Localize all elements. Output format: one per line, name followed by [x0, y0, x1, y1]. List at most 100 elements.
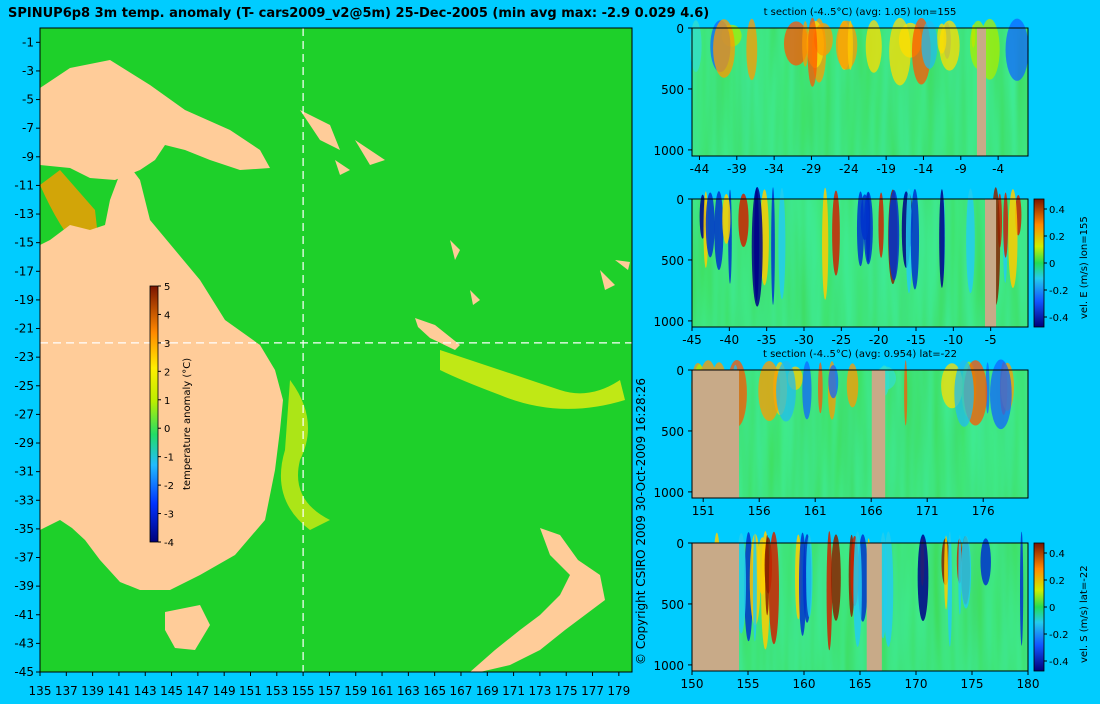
map-x-tick-label: 153	[265, 684, 288, 698]
map-x-tick-label: 159	[344, 684, 367, 698]
colorbar-tick-label: -1	[164, 453, 174, 464]
section-x-tick-label: -10	[944, 333, 964, 347]
section-x-tick-label: -40	[720, 333, 740, 347]
section-land	[692, 543, 740, 671]
map-y-tick-label: -37	[14, 551, 34, 565]
velocity-colorbar-label: vel. E (m/s) lon=155	[1079, 216, 1090, 319]
map-x-tick-label: 167	[450, 684, 473, 698]
colorbar-tick-label: -2	[164, 481, 174, 492]
section-feature	[1019, 531, 1024, 646]
velocity-colorbar	[1033, 542, 1045, 672]
map-y-tick-label: -29	[14, 436, 34, 450]
section-x-tick-label: -15	[906, 333, 926, 347]
section-x-tick-label: -25	[832, 333, 852, 347]
section-feature	[802, 21, 809, 67]
velocity-colorbar-label: vel. S (m/s) lat=-22	[1079, 565, 1090, 663]
section-feature	[989, 359, 1012, 430]
section-x-tick-label: 155	[737, 677, 760, 691]
section-x-tick-label: 171	[916, 504, 939, 518]
map-x-tick-label: 157	[318, 684, 341, 698]
section-feature	[807, 17, 818, 87]
map-y-tick-label: -5	[22, 93, 34, 107]
section-land	[692, 370, 740, 498]
colorbar-tick-label: 0	[164, 424, 170, 435]
section-land	[871, 370, 886, 498]
section-y-tick-label: 1000	[653, 315, 684, 329]
section-feature	[776, 360, 796, 422]
velocity-colorbar-tick-label: -0.4	[1049, 657, 1069, 668]
map-x-tick-label: 139	[81, 684, 104, 698]
section-x-tick-label: -44	[690, 162, 710, 176]
map-x-tick-label: 155	[292, 684, 315, 698]
map-y-tick-label: -13	[14, 207, 34, 221]
section-feature	[888, 189, 900, 281]
land-new-caledonia	[415, 318, 460, 350]
map-y-tick-label: -19	[14, 293, 34, 307]
section-feature	[944, 535, 948, 610]
section-frame	[691, 198, 1029, 328]
section-feature	[822, 187, 829, 300]
velocity-colorbar-tick-label: 0	[1049, 603, 1055, 614]
section-feature	[690, 20, 702, 72]
map-y-tick-label: -33	[14, 493, 34, 507]
section-y-tick-label: 0	[676, 22, 684, 36]
section-land	[866, 543, 882, 671]
velocity-colorbar-tick-label: 0.4	[1049, 549, 1065, 560]
section-feature	[768, 531, 779, 645]
section-y-tick-label: 0	[676, 364, 684, 378]
section-feature	[846, 363, 859, 408]
section-x-tick-label: -24	[839, 162, 859, 176]
velocity-colorbar-tick-label: 0.4	[1049, 205, 1065, 216]
section-feature	[758, 360, 781, 422]
map-y-tick-label: -25	[14, 379, 34, 393]
section-feature	[939, 189, 945, 288]
section-x-tick-label: -29	[802, 162, 822, 176]
map-y-tick-label: -45	[14, 665, 34, 679]
map-chart: 135 137 139 141 143 145 147 149 151 153 155 157 159 1…	[14, 27, 633, 698]
section-feature	[806, 534, 813, 618]
section-feature	[818, 362, 823, 414]
colorbar-tick-label: 4	[164, 310, 170, 321]
section-feature	[1005, 18, 1029, 81]
section-feature	[980, 538, 991, 586]
map-y-tick-label: -35	[14, 522, 34, 536]
section-feature	[966, 188, 975, 294]
land-new-zealand	[470, 528, 605, 672]
section-feature	[783, 21, 809, 66]
section-x-tick-label: 160	[793, 677, 816, 691]
section-title: t section (-4..5°C) (avg: 1.05) lon=155	[764, 7, 957, 18]
section-y-tick-label: 500	[661, 425, 684, 439]
section-feature	[865, 20, 882, 73]
section-x-tick-label: -34	[764, 162, 784, 176]
warm-eddy	[280, 380, 330, 530]
warm-band	[440, 350, 625, 409]
land-tasmania	[165, 605, 210, 650]
section-land	[984, 199, 997, 327]
map-x-tick-label: 147	[186, 684, 209, 698]
section-feature	[1003, 192, 1009, 258]
map-y-tick-label: -31	[14, 465, 34, 479]
colorbar-tick-label: 2	[164, 367, 170, 378]
section-chart-v-lat: 150 155 160 165 170 175 180 0 500 1000 0.4 0.2 0 -0.2…	[653, 531, 1090, 691]
colorbar-tick-label: -3	[164, 510, 174, 521]
velocity-colorbar-tick-label: -0.2	[1049, 630, 1069, 641]
section-feature	[771, 187, 775, 305]
section-x-tick-label: -45	[682, 333, 702, 347]
map-x-tick-label: 151	[239, 684, 262, 698]
section-feature	[705, 192, 715, 258]
section-y-tick-label: 1000	[653, 144, 684, 158]
section-feature	[813, 23, 833, 56]
map-y-tick-label: -21	[14, 322, 34, 336]
section-feature	[889, 17, 911, 86]
section-x-tick-label: -39	[727, 162, 747, 176]
section-feature	[828, 365, 839, 399]
map-y-tick-label: -23	[14, 350, 34, 364]
section-feature	[752, 532, 757, 642]
map-x-tick-label: 165	[423, 684, 446, 698]
section-chart-u-lon: -45 -40 -35 -30 -25 -20 -15 -10 -5 0 500 1000 0.4 0.2…	[653, 187, 1090, 347]
map-x-tick-label: 179	[607, 684, 630, 698]
section-feature	[883, 531, 894, 647]
section-feature	[751, 187, 763, 307]
section-x-tick-label: 166	[860, 504, 883, 518]
